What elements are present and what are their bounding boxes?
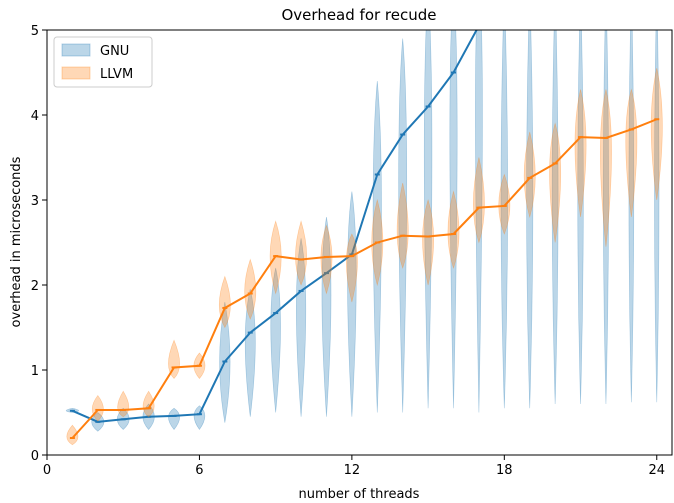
violin [650, 68, 663, 201]
violin [447, 190, 460, 269]
violin [475, 30, 483, 413]
violin [551, 30, 559, 405]
violin [320, 224, 333, 295]
violin [523, 131, 536, 219]
violin [423, 30, 433, 409]
violin [549, 122, 561, 243]
x-tick-label: 12 [344, 463, 361, 478]
violin [422, 198, 434, 286]
y-tick-label: 2 [31, 279, 39, 294]
violin [244, 258, 257, 320]
y-tick-label: 5 [31, 24, 39, 39]
x-tick-label: 0 [43, 463, 51, 478]
violin [654, 30, 660, 403]
violin [625, 88, 638, 218]
x-tick-label: 6 [195, 463, 203, 478]
violin [244, 289, 256, 417]
violin [346, 233, 358, 303]
violin [295, 220, 307, 286]
plot-area [65, 30, 663, 446]
violin [218, 275, 231, 329]
axes-frame [46, 29, 673, 456]
violin [193, 405, 206, 431]
violin [574, 89, 587, 218]
violin [91, 395, 104, 422]
legend-box [53, 36, 153, 88]
violin [600, 89, 612, 247]
violin [500, 30, 508, 409]
violin [296, 238, 307, 417]
y-axis-label: overhead in microseconds [9, 156, 24, 327]
y-tick-label: 1 [31, 364, 39, 379]
violin [498, 173, 511, 235]
legend-swatch [61, 66, 91, 80]
legend-label: GNU [100, 44, 129, 59]
legend-label: LLVM [100, 67, 133, 82]
violin [142, 390, 155, 418]
violin [270, 267, 281, 413]
violin [168, 339, 180, 379]
violin [117, 390, 130, 418]
violin [473, 157, 485, 244]
x-tick-label: 18 [496, 463, 513, 478]
violin [603, 30, 609, 405]
violin [372, 80, 382, 413]
violin [168, 407, 180, 430]
x-tick-label: 24 [648, 463, 665, 478]
y-tick-label: 3 [31, 194, 39, 209]
x-axis-label: number of threads [299, 487, 420, 502]
violin [321, 216, 332, 417]
violin [577, 30, 584, 405]
chart-title: Overhead for recude [282, 6, 437, 24]
median-line [71, 118, 658, 439]
violin [526, 30, 534, 409]
legend-swatch [61, 43, 91, 57]
violin [628, 30, 635, 403]
y-tick-label: 4 [31, 109, 39, 124]
violin [396, 182, 409, 269]
y-tick-label: 0 [31, 449, 39, 464]
violin [347, 191, 357, 417]
